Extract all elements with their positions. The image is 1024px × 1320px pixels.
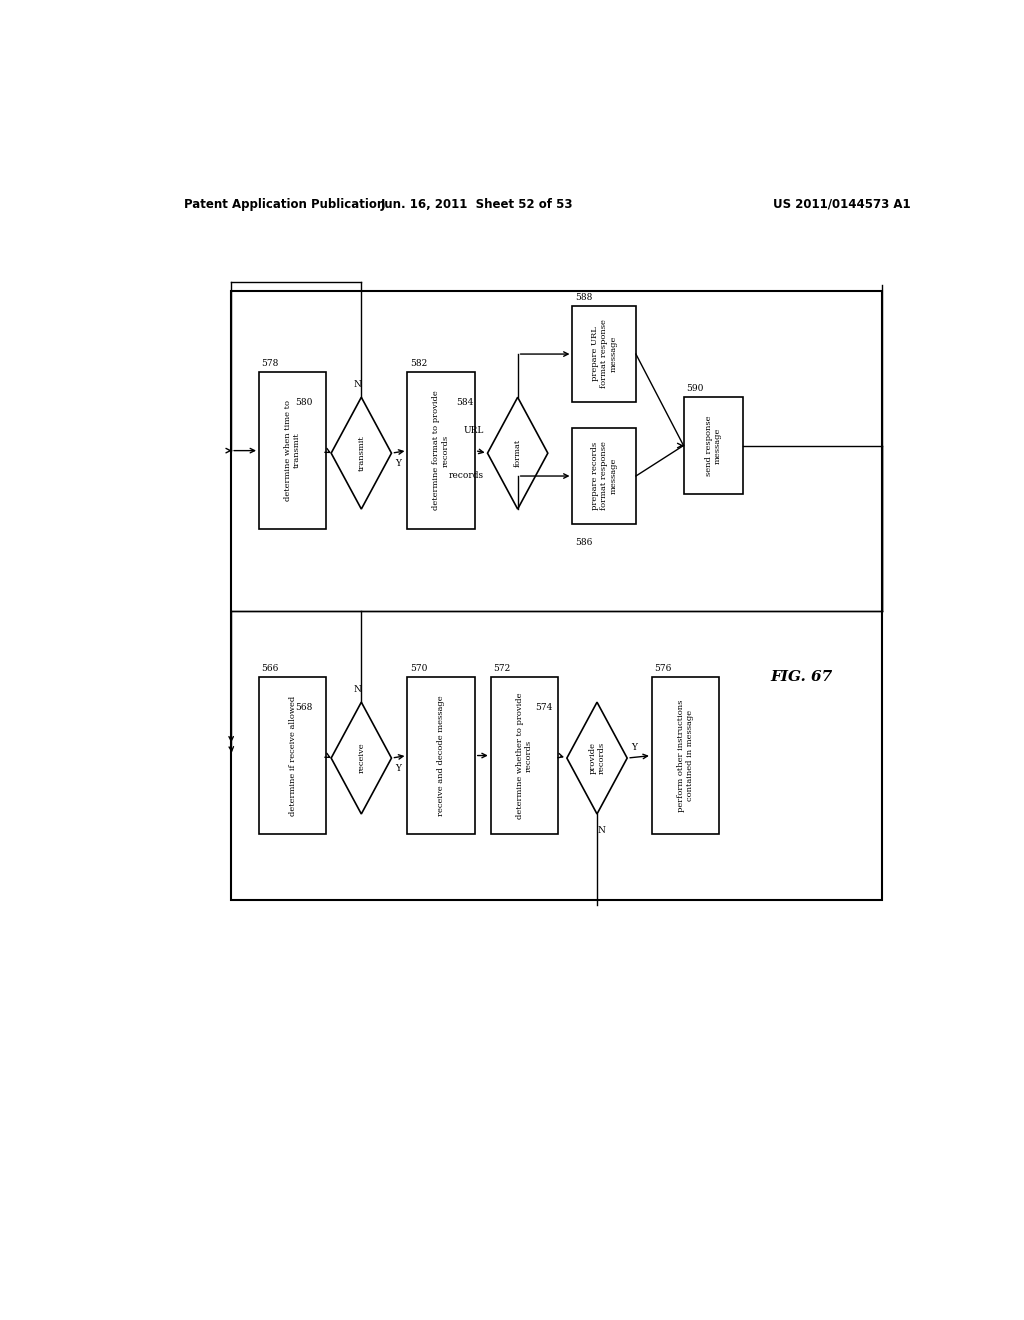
- Text: transmit: transmit: [357, 436, 366, 471]
- Text: 568: 568: [296, 704, 312, 713]
- Text: 570: 570: [410, 664, 427, 673]
- FancyBboxPatch shape: [259, 677, 327, 834]
- Text: send response
message: send response message: [705, 416, 722, 475]
- Text: 572: 572: [494, 664, 510, 673]
- Text: 590: 590: [686, 384, 703, 393]
- Polygon shape: [487, 397, 548, 510]
- Text: 566: 566: [261, 664, 279, 673]
- FancyBboxPatch shape: [259, 372, 327, 529]
- Text: provide
records: provide records: [589, 742, 605, 774]
- Text: receive and decode message: receive and decode message: [437, 696, 445, 816]
- Text: format: format: [514, 440, 521, 467]
- FancyBboxPatch shape: [684, 397, 743, 494]
- Text: Y: Y: [631, 743, 637, 752]
- Text: perform other instructions
contained in message: perform other instructions contained in …: [677, 700, 694, 812]
- Text: prepare records
format response
message: prepare records format response message: [591, 442, 617, 511]
- FancyBboxPatch shape: [231, 290, 882, 900]
- Text: 580: 580: [296, 399, 312, 408]
- Text: 586: 586: [574, 537, 592, 546]
- Text: N: N: [353, 685, 361, 694]
- Text: N: N: [597, 826, 605, 836]
- Text: Patent Application Publication: Patent Application Publication: [183, 198, 385, 211]
- Text: determine if receive allowed: determine if receive allowed: [289, 696, 297, 816]
- Text: determine format to provide
records: determine format to provide records: [432, 391, 450, 511]
- Polygon shape: [331, 702, 391, 814]
- Text: Y: Y: [395, 764, 401, 772]
- Text: 582: 582: [410, 359, 427, 368]
- Text: records: records: [449, 471, 483, 480]
- Text: FIG. 67: FIG. 67: [771, 669, 834, 684]
- Text: Y: Y: [395, 459, 401, 467]
- Text: determine whether to provide
records: determine whether to provide records: [516, 692, 534, 818]
- FancyBboxPatch shape: [408, 372, 475, 529]
- Text: 578: 578: [261, 359, 279, 368]
- Text: URL: URL: [463, 426, 483, 436]
- Text: prepare URL
format response
message: prepare URL format response message: [591, 319, 617, 388]
- FancyBboxPatch shape: [408, 677, 475, 834]
- Text: US 2011/0144573 A1: US 2011/0144573 A1: [773, 198, 911, 211]
- Text: determine when time to
transmit: determine when time to transmit: [284, 400, 301, 502]
- Text: N: N: [353, 380, 361, 389]
- Text: receive: receive: [357, 743, 366, 774]
- Text: 576: 576: [654, 664, 672, 673]
- FancyBboxPatch shape: [572, 428, 636, 524]
- Text: 588: 588: [574, 293, 592, 302]
- FancyBboxPatch shape: [572, 306, 636, 403]
- FancyBboxPatch shape: [652, 677, 719, 834]
- Text: Jun. 16, 2011  Sheet 52 of 53: Jun. 16, 2011 Sheet 52 of 53: [381, 198, 573, 211]
- Polygon shape: [331, 397, 391, 510]
- Text: 584: 584: [456, 399, 473, 408]
- FancyBboxPatch shape: [490, 677, 558, 834]
- Polygon shape: [567, 702, 627, 814]
- Text: 574: 574: [536, 704, 553, 713]
